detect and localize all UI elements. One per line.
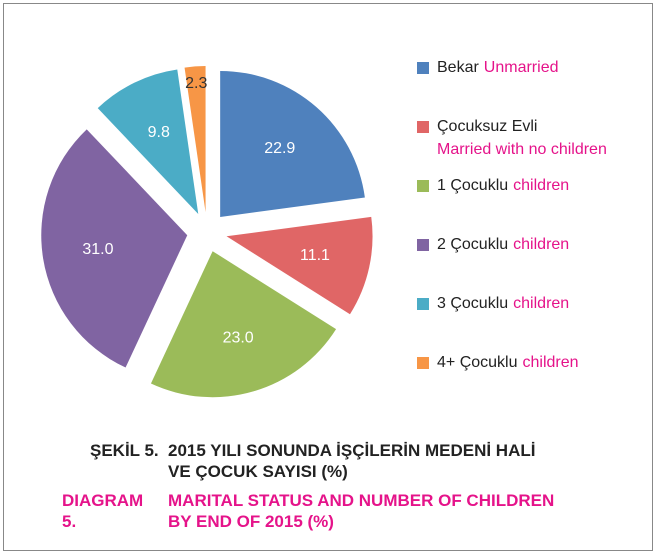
value-label: 31.0 [82,241,113,258]
legend-swatch [417,62,429,74]
pie-slice [220,70,365,217]
legend-label: 3 Çocuklu children [437,295,569,312]
chart-frame [3,3,653,551]
value-label: 2.3 [185,75,207,92]
chart-title: 2015 YILI SONUNDA İŞÇİLERİN MEDENİ HALİ … [168,441,536,481]
legend-swatch [417,121,429,133]
legend-translation: Married with no children [437,141,607,158]
legend-translation: children [513,236,569,253]
legend-name: 1 Çocuklu [437,177,508,194]
pie-slice [150,251,337,398]
pie-slice [97,69,199,215]
value-label: 22.9 [264,140,295,157]
legend-swatch [417,298,429,310]
legend-swatch [417,357,429,369]
subtitle-block: DIAGRAM 5. MARITAL STATUS AND NUMBER OF … [0,490,658,534]
legend-label: 4+ Çocuklu children [437,354,579,371]
value-label: 11.1 [300,247,330,264]
legend-translation: children [513,177,569,194]
legend-translation: Unmarried [484,59,559,76]
legend-swatch [417,239,429,251]
title-block: ŞEKİL 5. 2015 YILI SONUNDA İŞÇİLERİN MED… [0,440,658,484]
chart-subtitle: MARITAL STATUS AND NUMBER OF CHILDREN BY… [168,491,555,531]
title-label: ŞEKİL 5. [90,441,159,460]
subtitle-label: DIAGRAM 5. [62,491,144,531]
legend-name: Bekar [437,59,479,76]
legend-name: 4+ Çocuklu [437,354,518,371]
legend-label: Bekar Unmarried [437,59,558,76]
legend-name: 2 Çocuklu [437,236,508,253]
legend-translation: children [513,295,569,312]
legend-swatch [417,180,429,192]
pie-slice [41,129,188,368]
legend-label: 2 Çocuklu children [437,236,569,253]
pie-slice [184,66,206,213]
legend-label: 1 Çocuklu children [437,177,569,194]
value-label: 23.0 [223,329,254,346]
legend-translation: children [523,354,579,371]
value-label: 9.8 [148,124,170,141]
legend-label: Çocuksuz Evli [437,118,537,135]
pie-slice [226,216,373,315]
legend-name: 3 Çocuklu [437,295,508,312]
legend-name: Çocuksuz Evli [437,118,537,135]
